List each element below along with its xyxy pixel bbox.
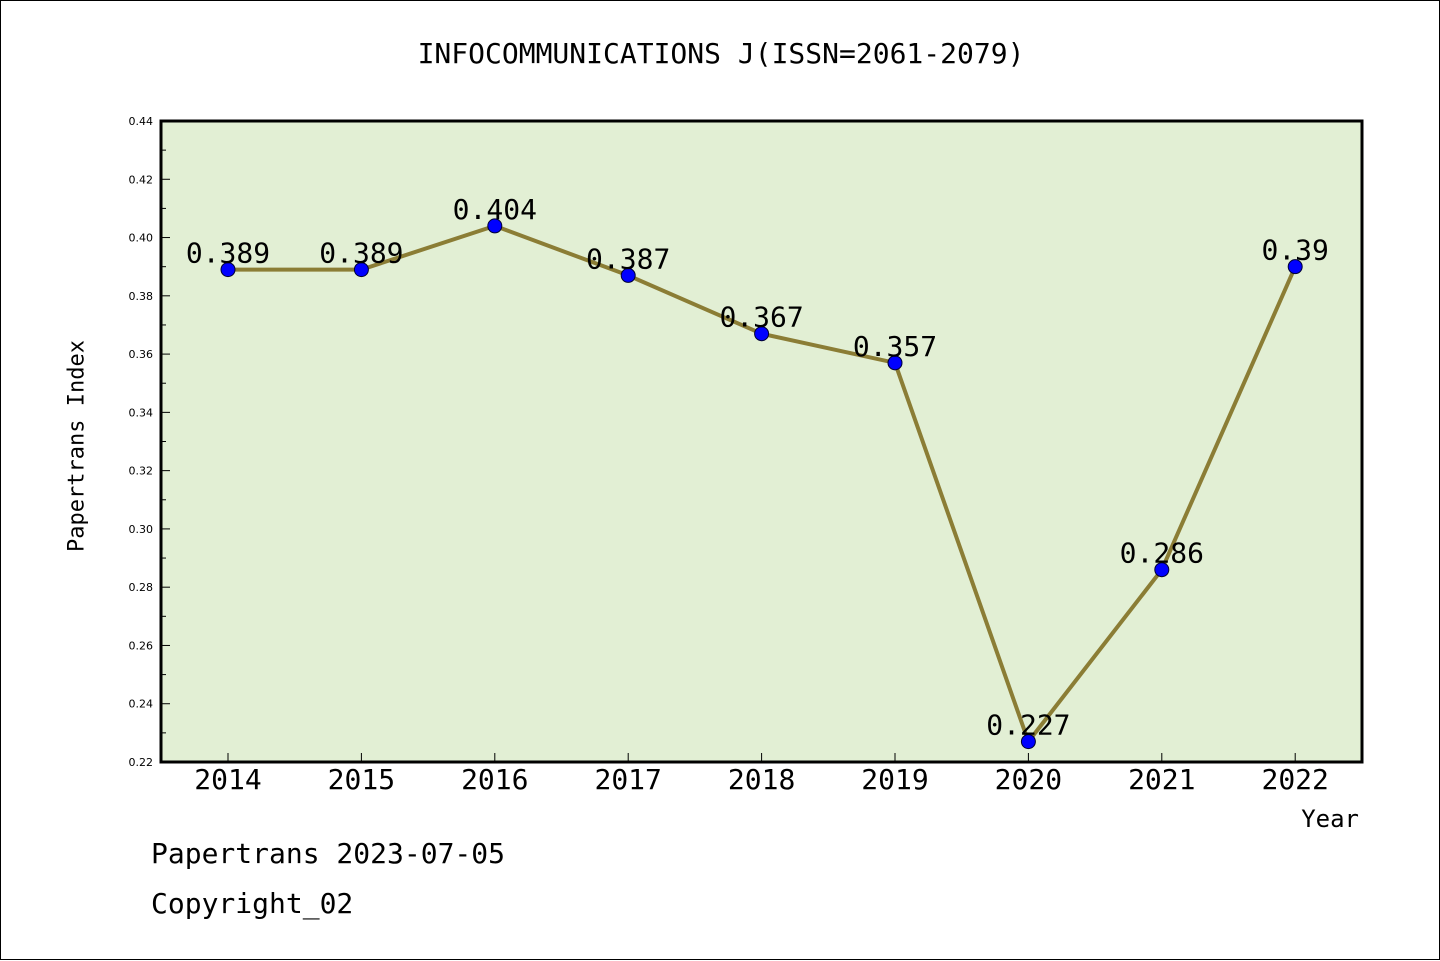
x-tick-label: 2015: [328, 763, 395, 796]
chart-title: INFOCOMMUNICATIONS J(ISSN=2061-2079): [417, 37, 1025, 70]
data-point: [1154, 562, 1170, 578]
data-label: 0.389: [319, 237, 403, 270]
x-tick-label: 2014: [194, 763, 261, 796]
x-axis: 2014 2015 2016 2017 2018 2019 2020 2021 2022: [194, 753, 1329, 796]
data-labels: 0.389 0.389 0.404 0.387 0.367 0.357 0.227 0.286…: [186, 193, 1329, 742]
data-markers: [220, 218, 1303, 750]
data-label: 0.404: [453, 193, 537, 226]
y-tick-label: 0.26: [129, 639, 154, 652]
data-point: [887, 355, 903, 371]
y-tick-label: 0.36: [129, 348, 154, 361]
data-label: 0.367: [719, 301, 803, 334]
y-axis: 0.22 0.24 0.26 0.28 0.30 0.32 0.34 0.36 0.38 0.40…: [129, 115, 170, 769]
x-tick-label: 2017: [594, 763, 661, 796]
data-point: [1287, 259, 1303, 275]
y-tick-label: 0.30: [129, 523, 154, 536]
y-tick-label: 0.40: [129, 232, 154, 245]
data-label: 0.227: [986, 709, 1070, 742]
data-label: 0.286: [1120, 537, 1204, 570]
footer-date: Papertrans 2023-07-05: [151, 837, 506, 870]
y-tick-label: 0.42: [129, 173, 154, 186]
x-tick-label: 2016: [461, 763, 528, 796]
plot-area: [159, 119, 1364, 764]
data-point: [754, 326, 770, 342]
y-tick-label: 0.32: [129, 465, 154, 478]
data-point: [620, 267, 636, 283]
x-tick-label: 2019: [861, 763, 928, 796]
data-label: 0.357: [853, 330, 937, 363]
data-point: [353, 262, 369, 278]
x-tick-label: 2020: [995, 763, 1062, 796]
y-tick-label: 0.22: [129, 756, 154, 769]
y-tick-label: 0.44: [129, 115, 154, 128]
x-axis-label: Year: [1301, 805, 1359, 833]
footer-copyright: Copyright_02: [151, 887, 354, 920]
data-label: 0.39: [1261, 234, 1328, 267]
y-tick-label: 0.38: [129, 290, 154, 303]
x-tick-label: 2018: [728, 763, 795, 796]
data-point: [1020, 734, 1036, 750]
x-tick-label: 2021: [1128, 763, 1195, 796]
x-tick-label: 2022: [1261, 763, 1328, 796]
data-label: 0.389: [186, 237, 270, 270]
data-point: [220, 262, 236, 278]
y-tick-label: 0.34: [129, 406, 154, 419]
data-point: [487, 218, 503, 234]
data-label: 0.387: [586, 242, 670, 275]
y-tick-label: 0.24: [129, 698, 154, 711]
y-tick-label: 0.28: [129, 581, 154, 594]
